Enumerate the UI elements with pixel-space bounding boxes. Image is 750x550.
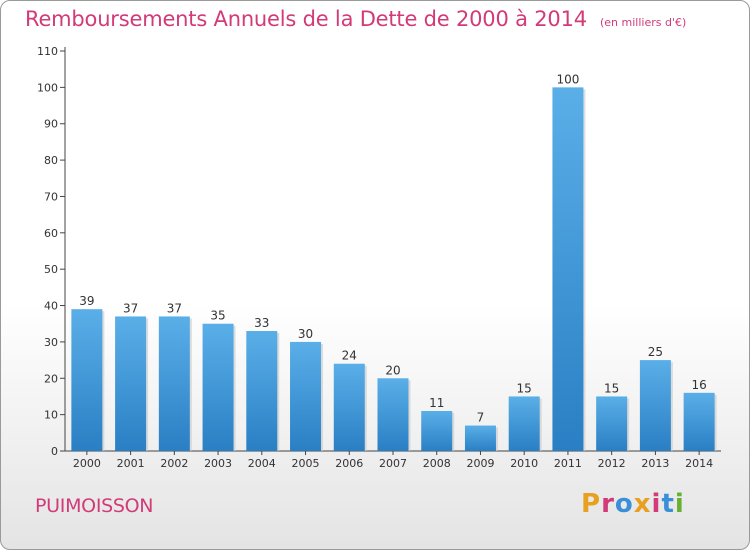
x-tick-label-2001: 2001 [117, 457, 145, 470]
bar-2000 [71, 309, 103, 451]
data-label-2012: 15 [604, 381, 619, 395]
x-tick-label-2007: 2007 [379, 457, 407, 470]
chart-subtitle: (en milliers d'€) [600, 16, 687, 29]
commune-name: PUIMOISSON [35, 495, 154, 517]
bar-2005 [290, 341, 322, 451]
bar-2006 [333, 363, 365, 451]
data-label-2014: 16 [691, 378, 706, 392]
data-label-2001: 37 [123, 301, 138, 315]
bar-2011 [552, 87, 584, 451]
bar-2004 [246, 331, 278, 451]
data-label-2011: 100 [556, 72, 579, 86]
bar-2008 [421, 411, 453, 451]
x-tick-label-2011: 2011 [554, 457, 582, 470]
x-tick-label-2010: 2010 [510, 457, 538, 470]
bar-2002 [158, 316, 190, 451]
x-tick-label-2005: 2005 [292, 457, 320, 470]
chart-title: Remboursements Annuels de la Dette de 20… [25, 7, 587, 31]
y-tick-label-30: 30 [44, 336, 58, 349]
x-tick-label-2004: 2004 [248, 457, 276, 470]
bar-2010 [508, 396, 540, 451]
data-label-2003: 35 [210, 309, 225, 323]
x-tick-label-2012: 2012 [598, 457, 626, 470]
data-label-2009: 7 [477, 411, 485, 425]
x-tick-label-2013: 2013 [641, 457, 669, 470]
data-label-2002: 37 [167, 301, 182, 315]
x-tick-label-2009: 2009 [466, 457, 494, 470]
y-tick-label-70: 70 [44, 190, 58, 203]
bar-2012 [596, 396, 628, 451]
bar-2003 [202, 323, 234, 451]
y-tick-label-110: 110 [37, 45, 58, 58]
y-tick-label-100: 100 [37, 81, 58, 94]
data-label-2006: 24 [342, 349, 357, 363]
bar-2001 [115, 316, 147, 451]
bar-2013 [639, 360, 671, 451]
x-tick-label-2006: 2006 [335, 457, 363, 470]
data-label-2007: 20 [385, 363, 400, 377]
x-tick-label-2003: 2003 [204, 457, 232, 470]
bar-2009 [464, 425, 496, 451]
y-tick-label-50: 50 [44, 263, 58, 276]
y-tick-label-40: 40 [44, 300, 58, 313]
bar-2007 [377, 378, 409, 451]
y-tick-label-90: 90 [44, 118, 58, 131]
data-label-2000: 39 [79, 294, 94, 308]
data-label-2013: 25 [648, 345, 663, 359]
y-tick-label-0: 0 [51, 445, 58, 458]
y-tick-label-20: 20 [44, 372, 58, 385]
y-tick-label-80: 80 [44, 154, 58, 167]
data-label-2005: 30 [298, 327, 313, 341]
title-row: Remboursements Annuels de la Dette de 20… [25, 7, 686, 31]
x-tick-label-2014: 2014 [685, 457, 713, 470]
data-label-2004: 33 [254, 316, 269, 330]
x-tick-label-2002: 2002 [160, 457, 188, 470]
proxiti-logo: Proxiti [581, 489, 685, 519]
x-tick-label-2008: 2008 [423, 457, 451, 470]
data-label-2010: 15 [517, 381, 532, 395]
y-tick-label-10: 10 [44, 409, 58, 422]
x-tick-label-2000: 2000 [73, 457, 101, 470]
data-label-2008: 11 [429, 396, 444, 410]
bar-2014 [683, 392, 715, 451]
y-tick-label-60: 60 [44, 227, 58, 240]
